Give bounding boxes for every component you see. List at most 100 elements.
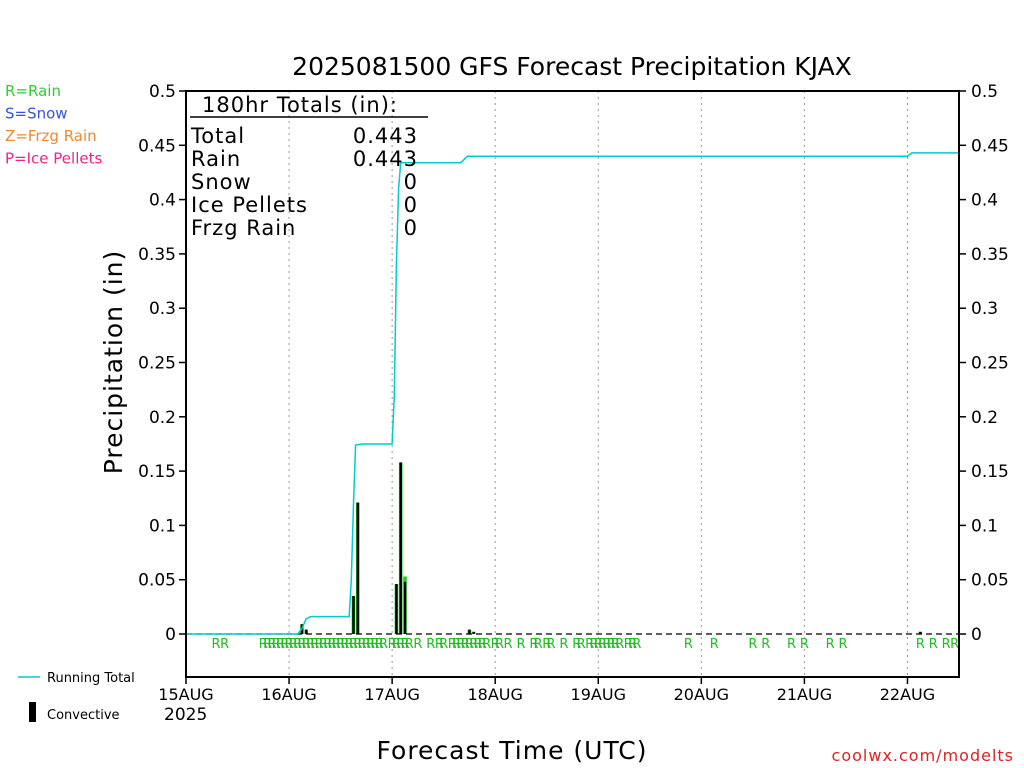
running-total-line xyxy=(186,152,959,635)
rain-marker: R xyxy=(572,637,581,652)
rain-marker: R xyxy=(542,637,551,652)
rain-marker: R xyxy=(345,637,354,652)
rain-marker: R xyxy=(280,637,289,652)
rain-marker: R xyxy=(929,637,938,652)
rain-marker: R xyxy=(534,637,543,652)
rain-marker: R xyxy=(392,637,401,652)
y-tick-label: 0.1 xyxy=(149,516,176,536)
rain-marker: R xyxy=(710,637,719,652)
rain-marker: R xyxy=(272,637,281,652)
rain-marker: R xyxy=(482,637,491,652)
y-tick-label-right: 0.05 xyxy=(971,571,1009,591)
y-tick-label: 0.5 xyxy=(149,82,176,102)
convective-bar xyxy=(403,581,407,634)
y-axis-right: 0.5 0.45 0.4 0.35 0.3 0.25 0.2 0.15 0.1 0.05 0 xyxy=(959,82,1009,645)
totals-row-label: Frzg Rain xyxy=(191,216,296,240)
rain-marker: R xyxy=(396,637,405,652)
rain-marker: R xyxy=(504,637,513,652)
y-tick-label-right: 0.2 xyxy=(971,408,998,428)
rain-marker: R xyxy=(800,637,809,652)
rain-marker: R xyxy=(684,637,693,652)
y-axis-left: 0.5 0.45 0.4 0.35 0.3 0.25 0.2 0.15 0.1 0.05 0 xyxy=(138,82,186,645)
totals-row-label: Ice Pellets xyxy=(191,193,308,217)
y-tick-label: 0.05 xyxy=(138,571,176,591)
x-tick-label: 22AUG xyxy=(880,685,935,704)
rain-marker: R xyxy=(942,637,951,652)
rain-marker: R xyxy=(276,637,285,652)
rain-marker: R xyxy=(826,637,835,652)
convective-bar xyxy=(305,629,308,634)
rain-marker: R xyxy=(400,637,409,652)
rain-marker: R xyxy=(577,637,586,652)
rain-marker: R xyxy=(456,637,465,652)
year-label: 2025 xyxy=(164,705,207,725)
rain-marker: R xyxy=(426,637,435,652)
rain-marker: R xyxy=(607,637,616,652)
rain-marker: R xyxy=(465,637,474,652)
precip-type-legend: R=Rain S=Snow Z=Frzg Rain P=Ice Pellets xyxy=(5,82,102,168)
rain-marker: R xyxy=(259,637,268,652)
rain-marker: R xyxy=(370,637,379,652)
x-tick-label: 16AUG xyxy=(261,685,316,704)
precip-bars xyxy=(300,462,923,634)
rain-marker: R xyxy=(478,637,487,652)
y-tick-label-right: 0.1 xyxy=(971,516,998,536)
rain-marker: R xyxy=(461,637,470,652)
rain-marker: R xyxy=(375,637,384,652)
totals-row-value: 0.443 xyxy=(353,147,418,171)
rain-marker: R xyxy=(413,637,422,652)
rain-marker: R xyxy=(611,637,620,652)
precip-type-legend-item: Z=Frzg Rain xyxy=(5,127,97,145)
y-tick-label: 0.45 xyxy=(138,136,176,156)
rain-marker: R xyxy=(547,637,556,652)
totals-row-label: Total xyxy=(190,124,245,148)
rain-marker: R xyxy=(327,637,336,652)
y-tick-label-right: 0.5 xyxy=(971,82,998,102)
y-tick-label: 0.15 xyxy=(138,462,176,482)
running-total-series xyxy=(186,152,959,635)
rain-marker: R xyxy=(332,637,341,652)
rain-marker: R xyxy=(323,637,332,652)
rain-marker: R xyxy=(748,637,757,652)
rain-marker: R xyxy=(340,637,349,652)
rain-marker: R xyxy=(388,637,397,652)
rain-marker: R xyxy=(289,637,298,652)
y-tick-label: 0.4 xyxy=(149,191,176,211)
rain-marker: R xyxy=(469,637,478,652)
y-tick-label-right: 0.35 xyxy=(971,245,1009,265)
running-total-legend-label: Running Total xyxy=(47,671,135,686)
totals-row-value: 0 xyxy=(404,170,418,194)
rain-marker: R xyxy=(839,637,848,652)
totals-row-value: 0 xyxy=(404,216,418,240)
totals-row-value: 0 xyxy=(404,193,418,217)
rain-marker: R xyxy=(319,637,328,652)
convective-legend-label: Convective xyxy=(47,708,120,723)
rain-marker: R xyxy=(220,637,229,652)
plot-frame xyxy=(185,90,960,678)
rain-marker: R xyxy=(787,637,796,652)
rain-marker: R xyxy=(585,637,594,652)
rain-marker: R xyxy=(435,637,444,652)
rain-marker: R xyxy=(594,637,603,652)
rain-marker: R xyxy=(212,637,221,652)
rain-marker: R xyxy=(263,637,272,652)
watermark: coolwx.com/modelts xyxy=(832,746,1014,765)
rain-marker: R xyxy=(362,637,371,652)
y-tick-label: 0.35 xyxy=(138,245,176,265)
totals-box: 180hr Totals (in): Total 0.443 Rain 0.443 Sn… xyxy=(190,93,428,240)
rain-marker: R xyxy=(405,637,414,652)
rain-marker: R xyxy=(598,637,607,652)
rain-marker: R xyxy=(589,637,598,652)
rain-marker: R xyxy=(950,637,959,652)
rain-marker: R xyxy=(602,637,611,652)
convective-bar xyxy=(468,629,471,634)
y-tick-label: 0.3 xyxy=(149,299,176,319)
vertical-gridlines xyxy=(288,91,908,677)
x-tick-label: 18AUG xyxy=(467,685,522,704)
rain-marker: R xyxy=(491,637,500,652)
y-tick-label: 0 xyxy=(165,625,176,645)
rain-marker: R xyxy=(529,637,538,652)
totals-header: 180hr Totals (in): xyxy=(202,93,398,117)
